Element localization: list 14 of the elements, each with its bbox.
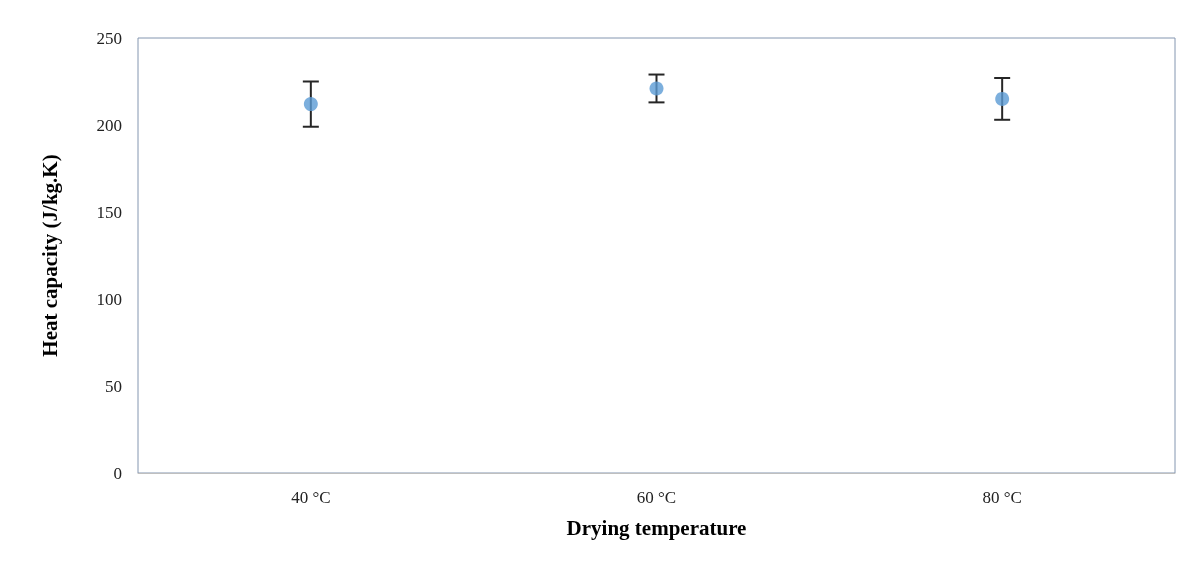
y-tick-label: 100 xyxy=(96,289,122,309)
point xyxy=(303,97,318,112)
x-tick-label: 60 °C xyxy=(636,488,677,507)
y-tick-label: 50 xyxy=(105,376,122,396)
y-tick-label: 250 xyxy=(96,28,122,48)
point xyxy=(995,91,1010,106)
x-tick-label: 40 °C xyxy=(291,488,331,507)
y-tick-label: 150 xyxy=(96,202,122,222)
y-axis-title: Heat capacity (J/kg.K) xyxy=(37,154,62,357)
y-tick-label: 200 xyxy=(96,115,122,135)
y-tick-label: 0 xyxy=(113,463,122,483)
x-tick-label: 80 °C xyxy=(982,488,1022,507)
x-axis-title: Drying temperature xyxy=(566,515,747,540)
point xyxy=(649,81,664,96)
